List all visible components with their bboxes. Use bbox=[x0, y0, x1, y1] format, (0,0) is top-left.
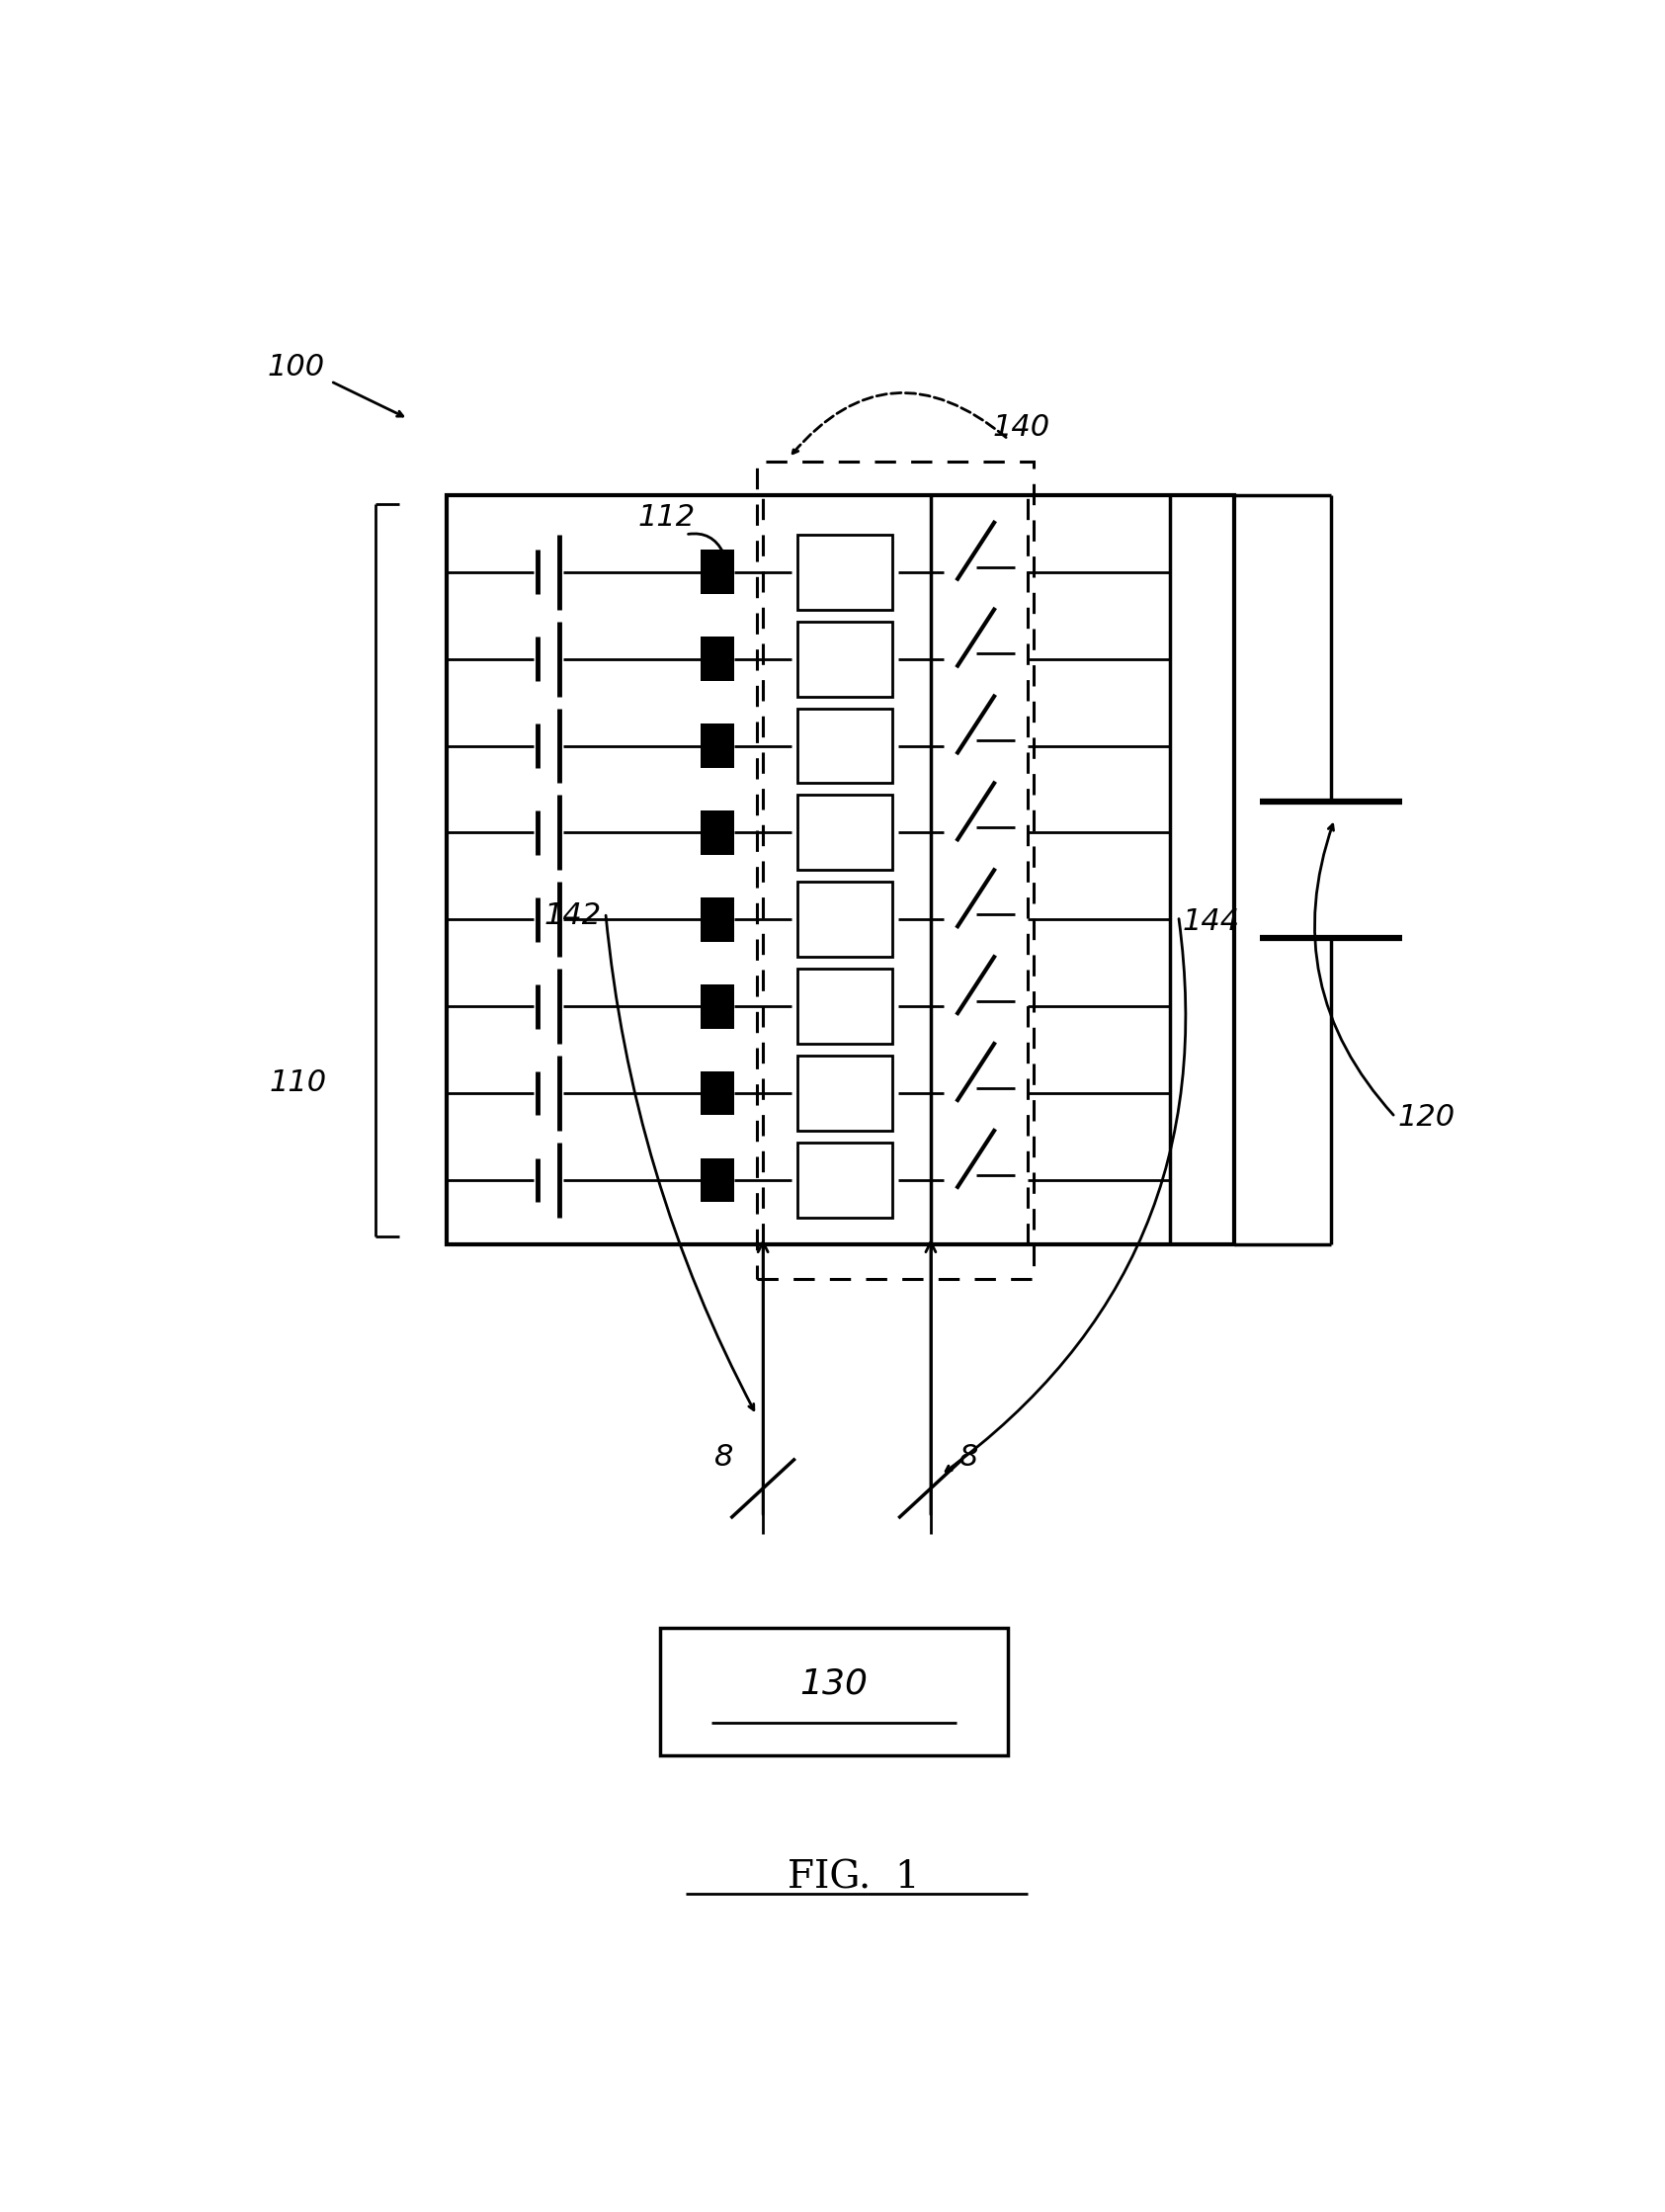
Text: 130: 130 bbox=[799, 1666, 867, 1701]
Bar bbox=[701, 1157, 734, 1203]
Bar bbox=[798, 883, 892, 958]
Bar bbox=[701, 810, 734, 854]
Text: 144: 144 bbox=[1182, 907, 1240, 936]
Bar bbox=[798, 1144, 892, 1217]
Bar bbox=[756, 462, 1034, 1279]
Bar bbox=[701, 637, 734, 681]
Bar bbox=[701, 984, 734, 1029]
Bar bbox=[701, 898, 734, 942]
Bar bbox=[798, 535, 892, 611]
Text: 120: 120 bbox=[1399, 1104, 1455, 1130]
Bar bbox=[701, 551, 734, 595]
Text: 140: 140 bbox=[992, 414, 1049, 442]
Text: 110: 110 bbox=[270, 1068, 326, 1097]
Text: 112: 112 bbox=[638, 502, 694, 531]
Bar bbox=[701, 1071, 734, 1115]
Text: 142: 142 bbox=[544, 902, 601, 931]
Text: FIG.  1: FIG. 1 bbox=[788, 1860, 919, 1896]
Text: 8: 8 bbox=[961, 1444, 979, 1471]
Text: 8: 8 bbox=[714, 1444, 734, 1471]
Bar bbox=[798, 622, 892, 697]
Bar bbox=[659, 1628, 1007, 1756]
Bar bbox=[798, 794, 892, 869]
Bar bbox=[798, 1055, 892, 1130]
Bar bbox=[798, 969, 892, 1044]
Bar bbox=[798, 708, 892, 783]
Text: 100: 100 bbox=[266, 354, 325, 383]
Bar bbox=[701, 723, 734, 768]
Bar bbox=[446, 495, 1234, 1245]
